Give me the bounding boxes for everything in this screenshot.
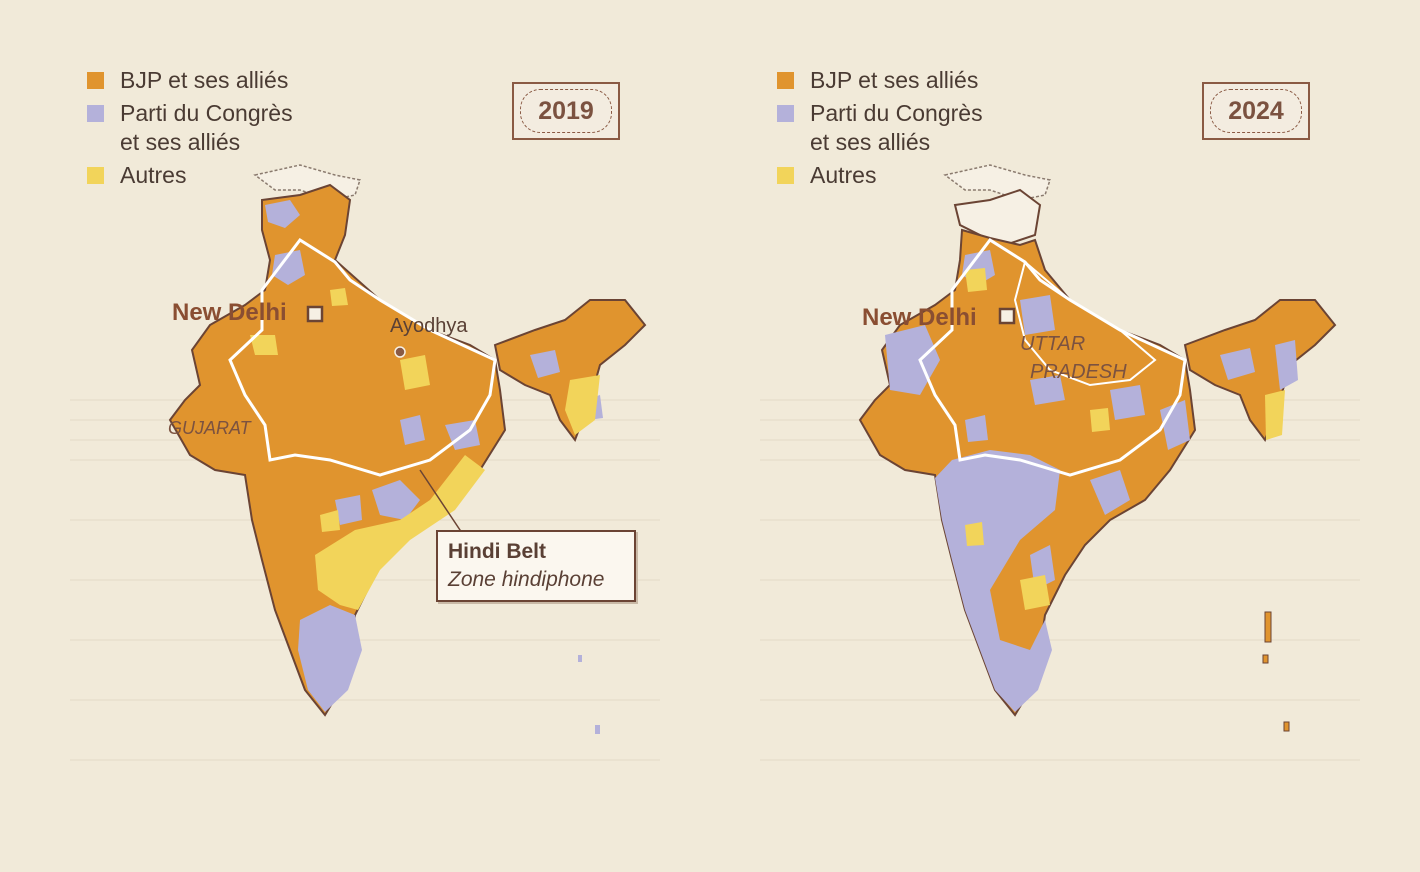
sea-texture [760, 399, 1360, 761]
legend-label-others: Autres [810, 162, 877, 188]
bjp-swatch [87, 72, 104, 89]
hindi-belt-boundary [228, 237, 497, 477]
new-delhi-label: New Delhi [862, 304, 977, 331]
year-badge-2019: 2019 [512, 82, 620, 140]
callout-title: Hindi Belt [448, 540, 546, 563]
legend-2024: BJP et ses alliés Parti du Congrès et se… [775, 66, 983, 194]
year-badge-2024: 2024 [1202, 82, 1310, 140]
year-label: 2024 [1210, 89, 1302, 133]
northeast-landmass [493, 299, 647, 443]
legend-label-congress: Parti du Congrès et ses alliés [810, 100, 983, 155]
hindi-belt-boundary [918, 237, 1187, 477]
year-label: 2019 [520, 89, 612, 133]
others-regions [250, 288, 600, 610]
map-panel-2024: New Delhi UTTAR PRADESH BJP et ses allié… [690, 0, 1390, 872]
legend-item-others: Autres [85, 161, 293, 190]
legend-item-congress: Parti du Congrès et ses alliés [775, 99, 983, 157]
legend-label-others: Autres [120, 162, 187, 188]
legend-item-bjp: BJP et ses alliés [775, 66, 983, 95]
legend-label-bjp: BJP et ses alliés [120, 67, 289, 93]
legend-item-bjp: BJP et ses alliés [85, 66, 293, 95]
ayodhya-marker [394, 346, 406, 358]
congress-swatch [87, 105, 104, 122]
legend-item-others: Autres [775, 161, 983, 190]
islands [1262, 611, 1290, 732]
legend-item-congress: Parti du Congrès et ses alliés [85, 99, 293, 157]
hindi-belt-callout: Hindi Belt Zone hindiphone [436, 530, 636, 602]
ayodhya-label: Ayodhya [390, 315, 468, 337]
callout-subtitle: Zone hindiphone [448, 568, 605, 591]
others-regions [965, 268, 1285, 610]
others-swatch [87, 167, 104, 184]
new-delhi-label: New Delhi [172, 299, 287, 326]
islands [578, 655, 600, 734]
pradesh-label: PRADESH [1030, 361, 1127, 383]
legend-2019: BJP et ses alliés Parti du Congrès et se… [85, 66, 293, 194]
bjp-swatch [777, 72, 794, 89]
congress-swatch [777, 105, 794, 122]
uttar-label: UTTAR [1020, 333, 1085, 355]
uttar-pradesh-boundary [1013, 260, 1157, 387]
india-map-2019: New Delhi Ayodhya GUJARAT [70, 164, 660, 761]
congress-regions [265, 200, 603, 712]
legend-label-bjp: BJP et ses alliés [810, 67, 979, 93]
ladakh-outline [953, 188, 1042, 247]
india-map-2024: New Delhi UTTAR PRADESH [760, 164, 1360, 761]
kashmir-outline [943, 164, 1051, 201]
map-panel-2019: New Delhi Ayodhya GUJARAT BJP et ses all… [0, 0, 700, 872]
new-delhi-marker [306, 305, 324, 323]
new-delhi-marker [998, 307, 1016, 325]
others-swatch [777, 167, 794, 184]
gujarat-label: GUJARAT [168, 418, 253, 438]
northeast-landmass [1183, 299, 1337, 443]
legend-label-congress: Parti du Congrès et ses alliés [120, 100, 293, 155]
